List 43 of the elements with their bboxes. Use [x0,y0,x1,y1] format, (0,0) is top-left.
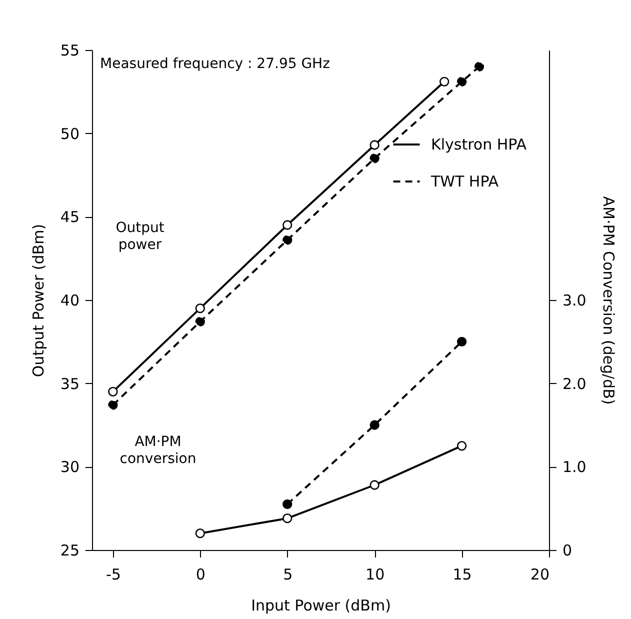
y2-axis-title: AM·PM Conversion (deg/dB) [599,196,618,405]
y2-tick-label: 3.0 [562,292,586,310]
x-tick-label: 20 [530,566,550,584]
y-tick-label: 30 [60,458,80,476]
y-tick-label: 45 [60,208,80,226]
point [456,336,467,346]
annotation: Measured frequency : 27.95 GHz [100,56,330,72]
point [195,316,205,326]
y-tick-label: 55 [60,42,80,60]
y-tick-label: 25 [60,542,80,560]
x-tick-label: 0 [196,566,206,584]
point [456,76,467,86]
point [108,400,118,410]
point [440,76,450,86]
point [282,499,292,509]
point [370,420,380,430]
x-tick-label: -5 [106,566,121,584]
point [370,154,380,164]
point [474,62,484,72]
x-tick-label: 10 [366,566,385,584]
legend-label: Klystron HPA [431,136,528,154]
x-tick-label: 5 [283,566,293,584]
x-axis-title: Input Power (dBm) [251,596,391,614]
y2-tick-label: 2.0 [562,374,586,393]
legend-label: TWT HPA [430,172,500,190]
point [370,140,380,150]
point [370,480,380,490]
point [282,235,292,245]
y-tick-label: 40 [60,292,80,310]
x-tick-label: 15 [452,566,472,584]
annotation: AM·PM conversion [120,434,196,467]
y-axis-title: Output Power (dBm) [29,224,48,378]
point [456,441,467,451]
point [108,386,118,396]
y2-tick-label: 0 [562,542,572,560]
point [282,514,292,524]
y-tick-label: 35 [60,374,80,393]
point [195,304,205,314]
point [282,220,292,230]
annotation: Output power [116,220,165,253]
y2-tick-label: 1.0 [562,458,586,476]
y-tick-label: 50 [60,124,80,143]
point [195,528,205,538]
